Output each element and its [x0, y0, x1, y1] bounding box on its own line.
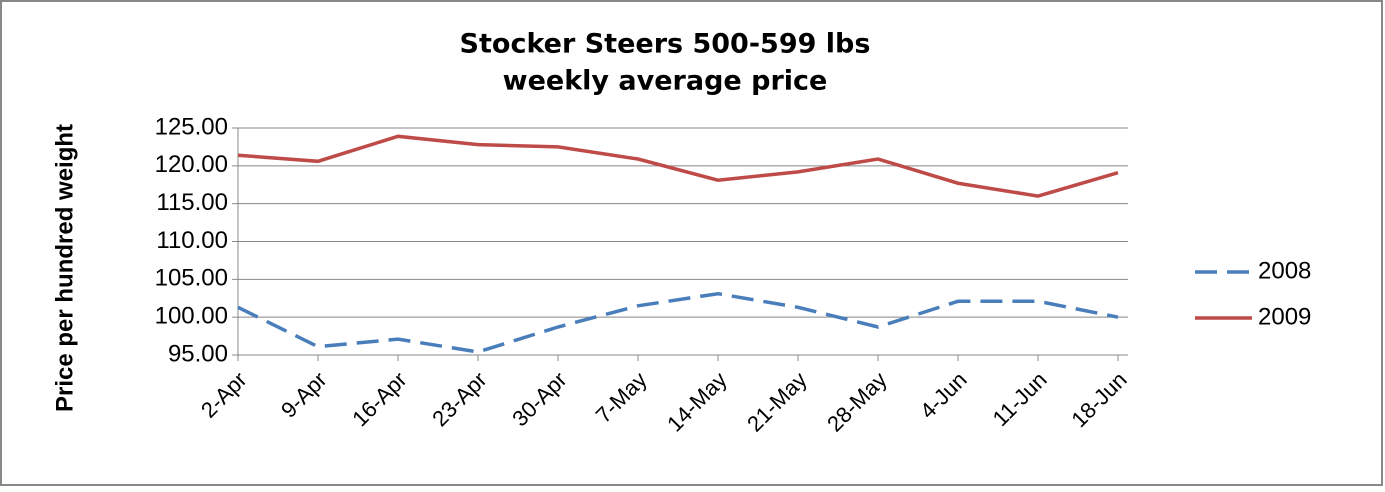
- series-line: [237, 134, 1119, 198]
- chart-title: Stocker Steers 500-599 lbs: [460, 29, 871, 60]
- legend-label: 2008: [1258, 257, 1311, 284]
- y-axis-label: Price per hundred weight: [51, 124, 78, 412]
- chart-subtitle: weekly average price: [503, 66, 828, 97]
- y-tick-label: 115.00: [156, 189, 228, 216]
- y-tick-label: 125.00: [155, 113, 228, 140]
- y-tick-label: 100.00: [155, 303, 228, 330]
- legend-label: 2009: [1258, 303, 1311, 330]
- y-tick-label: 95.00: [168, 340, 228, 367]
- y-tick-label: 105.00: [155, 265, 228, 292]
- series-line: [237, 291, 1119, 354]
- y-tick-label: 110.00: [156, 227, 228, 254]
- y-tick-label: 120.00: [155, 151, 228, 178]
